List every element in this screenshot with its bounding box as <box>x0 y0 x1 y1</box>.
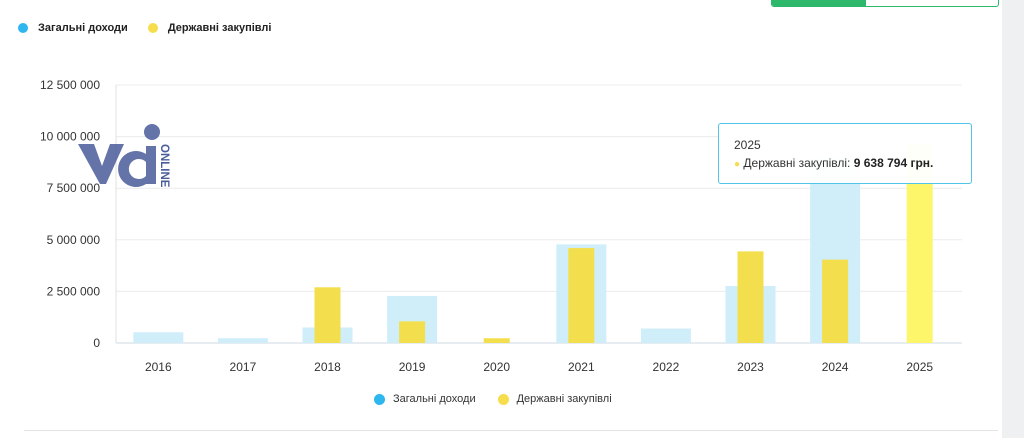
y-tick-label: 5 000 000 <box>47 233 101 247</box>
bottom-legend: Загальні доходи Державні закупівлі <box>374 393 612 405</box>
legend-dot-procurement <box>147 23 158 33</box>
y-tick-label: 10 000 000 <box>40 130 100 144</box>
tooltip-row: ● Державні закупівлі: 9 638 794 грн. <box>734 156 971 170</box>
bottom-legend-label-income: Загальні доходи <box>393 393 476 405</box>
view-toggle[interactable] <box>771 0 999 7</box>
view-toggle-active[interactable] <box>772 0 866 6</box>
x-tick-label: 2018 <box>314 360 341 374</box>
bar-procurement-2019[interactable] <box>399 321 426 343</box>
site-logo: ONLINE <box>78 124 170 188</box>
y-tick-label: 7 500 000 <box>47 181 101 195</box>
x-tick-label: 2024 <box>822 360 849 374</box>
x-tick-label: 2023 <box>737 360 764 374</box>
legend-label-income: Загальні доходи <box>38 22 128 34</box>
top-legend: Загальні доходи Державні закупівлі <box>18 22 271 34</box>
bottom-legend-item-income[interactable]: Загальні доходи <box>374 393 476 405</box>
bottom-legend-item-procurement[interactable]: Державні закупівлі <box>497 393 612 405</box>
bottom-legend-dot-procurement <box>497 393 509 405</box>
legend-item-income[interactable]: Загальні доходи <box>18 22 128 34</box>
bar-income-2022[interactable] <box>640 328 691 343</box>
bar-procurement-2021[interactable] <box>568 248 595 343</box>
bar-chart: 12 500 000 10 000 000 7 500 000 5 000 000 2 … <box>40 78 962 374</box>
logo-mark-icon <box>78 124 160 187</box>
tooltip-value: 9 638 794 грн. <box>853 156 934 170</box>
bar-procurement-2024[interactable] <box>822 259 849 343</box>
tooltip-year: 2025 <box>734 138 761 152</box>
y-tick-label: 2 500 000 <box>47 284 101 298</box>
legend-item-procurement[interactable]: Державні закупівлі <box>147 22 272 34</box>
y-tick-label: 12 500 000 <box>40 78 100 92</box>
bottom-divider <box>24 430 998 431</box>
x-tick-label: 2025 <box>906 360 933 374</box>
bar-income-2017[interactable] <box>217 338 268 343</box>
tooltip-series-label: Державні закупівлі: <box>743 156 851 170</box>
x-tick-label: 2016 <box>145 360 172 374</box>
bar-procurement-2023[interactable] <box>737 251 764 343</box>
x-tick-label: 2021 <box>568 360 595 374</box>
bar-procurement-2020[interactable] <box>483 338 510 343</box>
right-panel <box>1002 0 1024 438</box>
x-tick-label: 2020 <box>483 360 510 374</box>
bottom-legend-label-procurement: Державні закупівлі <box>516 393 612 405</box>
legend-label-procurement: Державні закупівлі <box>167 22 272 34</box>
bar-procurement-2018[interactable] <box>314 287 341 343</box>
legend-dot-income <box>18 23 28 33</box>
x-tick-label: 2022 <box>653 360 680 374</box>
chart-tooltip: 2025 ● Державні закупівлі: 9 638 794 грн… <box>718 123 972 184</box>
x-tick-label: 2019 <box>399 360 426 374</box>
x-tick-label: 2017 <box>230 360 257 374</box>
tooltip-dot-icon: ● <box>734 159 741 170</box>
bottom-legend-dot-income <box>374 393 385 405</box>
y-tick-label: 0 <box>93 336 100 350</box>
logo-text: ONLINE <box>158 144 170 188</box>
bar-income-2016[interactable] <box>133 332 184 343</box>
